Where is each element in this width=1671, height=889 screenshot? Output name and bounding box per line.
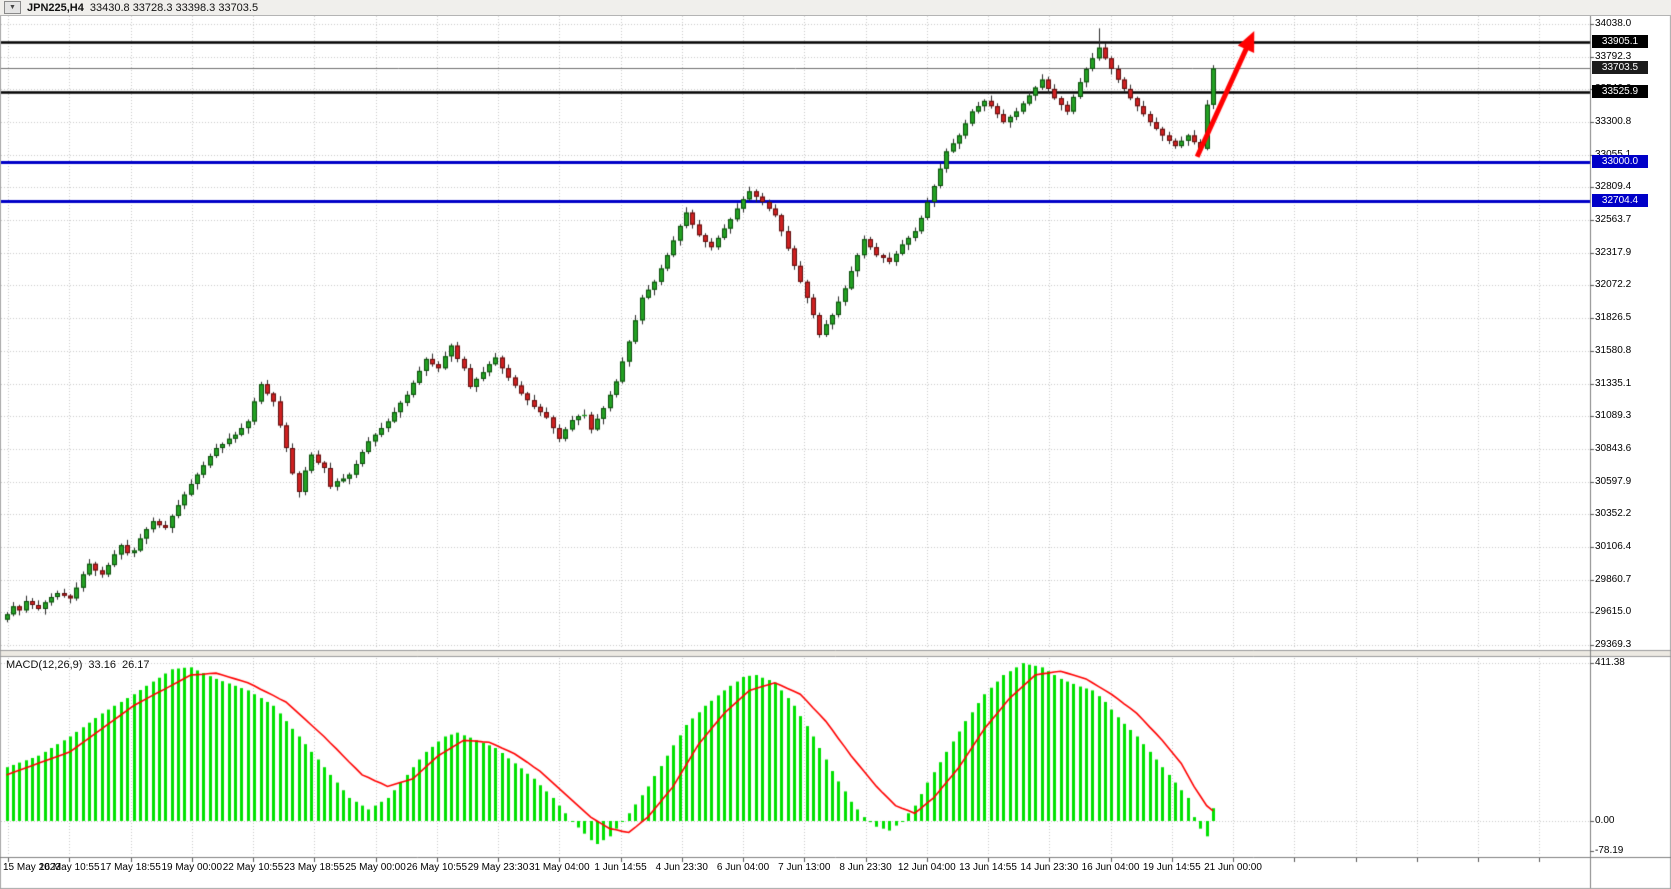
macd-main-value: 33.16 [88, 659, 116, 671]
symbol-timeframe-label: JPN225,H4 [27, 1, 84, 14]
macd-name: MACD(12,26,9) [6, 659, 83, 671]
ohlc-values-label: 33430.8 33728.3 33398.3 33703.5 [89, 1, 259, 14]
chart-header: ▼ JPN225,H4 33430.8 33728.3 33398.3 3370… [0, 0, 1671, 16]
macd-indicator-label: MACD(12,26,9) 33.16 26.17 [6, 659, 149, 671]
macd-signal-value: 26.17 [121, 659, 150, 671]
chevron-down-icon: ▼ [9, 4, 16, 11]
symbol-dropdown-button[interactable]: ▼ [4, 1, 21, 14]
